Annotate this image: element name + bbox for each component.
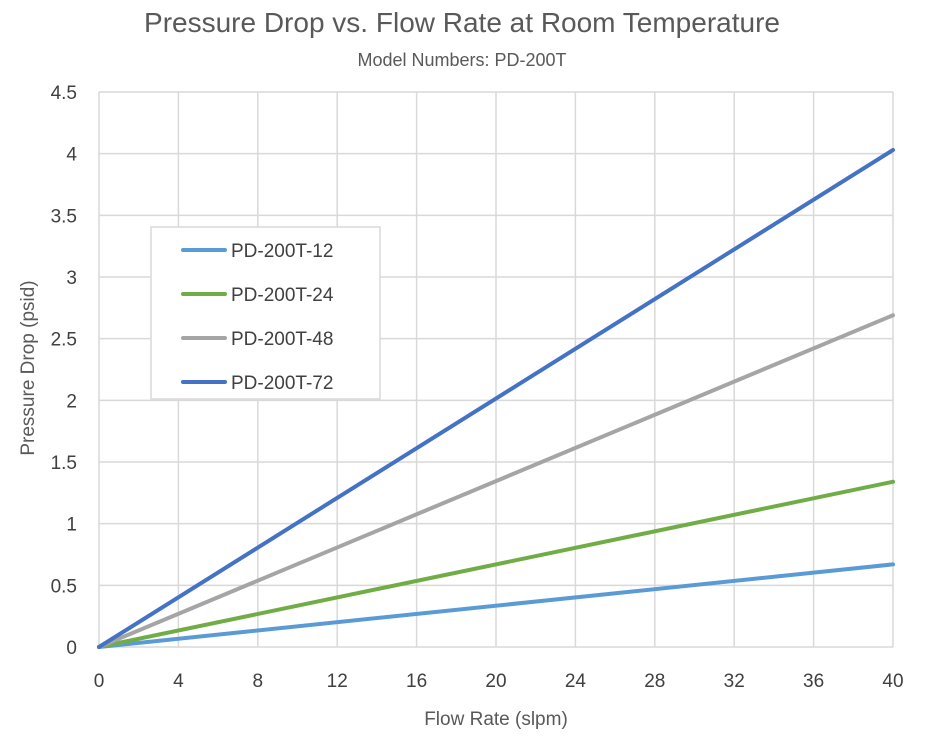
x-axis-ticks: 0 4 8 12 16 20 24 28 32 36 40 <box>94 671 904 692</box>
chart-subtitle: Model Numbers: PD-200T <box>357 50 566 70</box>
x-tick-label: 20 <box>485 671 506 692</box>
series-line-pd-200t-12 <box>97 562 895 649</box>
legend-label: PD-200T-48 <box>231 329 333 350</box>
x-tick-label: 12 <box>327 671 348 692</box>
legend-label: PD-200T-24 <box>231 285 334 306</box>
series-lines <box>97 147 895 649</box>
y-tick-label: 2 <box>66 391 77 412</box>
x-tick-label: 16 <box>406 671 427 692</box>
y-tick-label: 0 <box>66 638 77 659</box>
chart-title: Pressure Drop vs. Flow Rate at Room Temp… <box>144 7 780 38</box>
y-axis-label: Pressure Drop (psid) <box>18 280 39 455</box>
x-tick-label: 40 <box>882 671 903 692</box>
x-tick-label: 4 <box>173 671 184 692</box>
y-tick-label: 1 <box>66 515 77 536</box>
x-tick-label: 0 <box>94 671 105 692</box>
y-tick-label: 2.5 <box>51 330 77 351</box>
legend-label: PD-200T-12 <box>231 241 333 262</box>
y-axis-ticks: 0 0.5 1 1.5 2 2.5 3 3.5 4 4.5 <box>51 83 78 659</box>
x-axis-label: Flow Rate (slpm) <box>424 709 568 730</box>
y-tick-label: 0.5 <box>51 576 77 597</box>
x-tick-label: 36 <box>803 671 824 692</box>
x-tick-label: 32 <box>724 671 745 692</box>
y-tick-label: 1.5 <box>51 453 77 474</box>
legend-box <box>150 226 381 400</box>
legend-items: PD-200T-12 PD-200T-24 PD-200T-48 PD-200T-72 <box>181 241 334 394</box>
x-tick-label: 8 <box>253 671 264 692</box>
y-tick-label: 3 <box>66 268 77 289</box>
x-tick-label: 28 <box>644 671 665 692</box>
y-tick-label: 3.5 <box>51 206 77 227</box>
y-tick-label: 4 <box>66 145 77 166</box>
legend: PD-200T-12 PD-200T-24 PD-200T-48 PD-200T-72 <box>150 226 381 400</box>
series-line-pd-200t-24 <box>97 479 895 649</box>
series-line-pd-200t-72 <box>97 147 895 649</box>
y-tick-label: 4.5 <box>51 83 77 104</box>
series-line-pd-200t-48 <box>97 313 895 649</box>
x-tick-label: 24 <box>565 671 587 692</box>
legend-label: PD-200T-72 <box>231 373 333 394</box>
